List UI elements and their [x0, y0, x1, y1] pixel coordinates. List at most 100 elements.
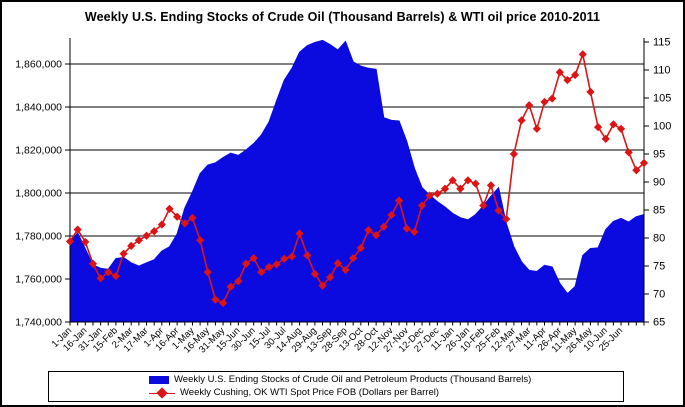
wti-price-marker [417, 201, 427, 210]
right-axis-tick-label: 105 [653, 93, 671, 105]
wti-price-marker [226, 282, 235, 291]
wti-price-marker [257, 268, 266, 277]
wti-price-marker [364, 226, 373, 235]
wti-price-marker [65, 237, 75, 246]
wti-price-marker [287, 252, 297, 261]
left-axis-tick-label: 1,760,000 [15, 274, 62, 286]
wti-price-marker [548, 94, 557, 103]
right-axis-tick-label: 115 [653, 37, 671, 49]
wti-price-marker [425, 191, 434, 200]
wti-price-marker [249, 254, 258, 263]
wti-price-marker [303, 251, 312, 260]
right-axis-tick-label: 70 [653, 289, 665, 301]
wti-price-marker [448, 176, 457, 185]
wti-price-marker [372, 231, 381, 240]
legend-stocks-label: Weekly U.S. Ending Stocks of Crude Oil a… [174, 374, 532, 385]
wti-price-marker [509, 149, 519, 159]
wti-price-marker [203, 268, 212, 277]
wti-price-marker [593, 123, 603, 132]
right-axis-tick-label: 110 [653, 65, 671, 77]
wti-price-marker [104, 268, 113, 277]
wti-price-marker [180, 219, 189, 228]
left-axis-tick-label: 1,740,000 [15, 317, 62, 329]
wti-price-marker [532, 124, 541, 133]
wti-price-marker [479, 201, 488, 210]
wti-price-marker [264, 263, 274, 272]
wti-price-marker [379, 222, 388, 231]
right-axis-tick-label: 95 [653, 149, 665, 161]
wti-price-marker [188, 213, 197, 222]
wti-price-marker [586, 87, 595, 96]
legend-price-label: Weekly Cushing, OK WTI Spot Price FOB (D… [180, 387, 440, 398]
right-axis-tick-label: 80 [653, 233, 665, 245]
wti-price-marker [456, 184, 465, 193]
wti-price-marker [195, 236, 205, 245]
wti-price-marker [387, 210, 396, 220]
wti-price-marker [280, 254, 289, 263]
wti-price-marker [440, 184, 450, 193]
wti-price-marker [96, 274, 105, 283]
wti-price-marker [127, 241, 136, 250]
wti-price-marker [402, 224, 411, 233]
wti-price-marker [81, 237, 90, 247]
wti-price-marker [463, 176, 473, 185]
right-axis-tick-label: 90 [653, 177, 665, 189]
chart-legend: Weekly U.S. Ending Stocks of Crude Oil a… [48, 371, 624, 402]
price-line-swatch-icon [149, 387, 175, 399]
wti-price-marker [111, 271, 121, 281]
wti-price-marker [119, 249, 128, 258]
stocks-area-swatch-icon [149, 376, 169, 384]
wti-price-marker [218, 298, 228, 308]
wti-price-marker [555, 68, 564, 77]
wti-price-marker [157, 220, 166, 229]
wti-price-marker [517, 116, 526, 125]
wti-price-marker [571, 70, 580, 80]
wti-price-marker [356, 243, 365, 253]
wti-price-marker [333, 259, 342, 268]
right-axis-tick-label: 75 [653, 261, 665, 273]
right-axis-tick-label: 65 [653, 317, 665, 329]
wti-price-marker [234, 277, 243, 286]
wti-price-marker [616, 124, 626, 133]
left-axis-tick-label: 1,840,000 [15, 102, 62, 114]
wti-price-marker [165, 204, 174, 213]
wti-price-marker [563, 75, 572, 85]
wti-price-marker [494, 206, 503, 215]
wti-price-marker [471, 179, 480, 188]
right-axis-tick-label: 85 [653, 205, 665, 217]
wti-price-marker [341, 265, 350, 275]
left-axis-tick-label: 1,860,000 [15, 59, 62, 71]
stocks-area-series [69, 39, 645, 323]
left-axis-tick-label: 1,780,000 [15, 231, 62, 243]
wti-price-marker [525, 101, 534, 110]
wti-price-marker [241, 259, 251, 268]
wti-price-marker [173, 212, 182, 221]
right-axis-tick-label: 100 [653, 121, 671, 133]
wti-price-marker [410, 227, 419, 236]
wti-price-marker [134, 236, 143, 245]
wti-price-marker [318, 281, 327, 290]
wti-price-marker [486, 181, 496, 190]
left-axis-tick-label: 1,800,000 [15, 188, 62, 200]
wti-price-marker [639, 158, 649, 168]
wti-price-marker [310, 269, 320, 278]
chart-title: Weekly U.S. Ending Stocks of Crude Oil (… [84, 10, 601, 24]
wti-price-marker [601, 134, 610, 143]
legend-row-price: Weekly Cushing, OK WTI Spot Price FOB (D… [149, 387, 623, 399]
wti-price-marker [433, 189, 442, 198]
wti-price-line [69, 51, 645, 305]
wti-price-marker [88, 259, 98, 268]
wti-price-marker [394, 196, 404, 205]
wti-price-marker [142, 231, 151, 240]
wti-price-marker [211, 295, 220, 304]
wti-price-marker [349, 254, 358, 263]
wti-price-marker [502, 214, 511, 224]
wti-price-marker [540, 97, 549, 107]
wti-price-marker [624, 148, 633, 157]
wti-price-marker [73, 225, 82, 234]
wti-price-marker [295, 229, 304, 238]
left-axis-tick-label: 1,820,000 [15, 145, 62, 157]
wti-price-marker [609, 120, 618, 129]
